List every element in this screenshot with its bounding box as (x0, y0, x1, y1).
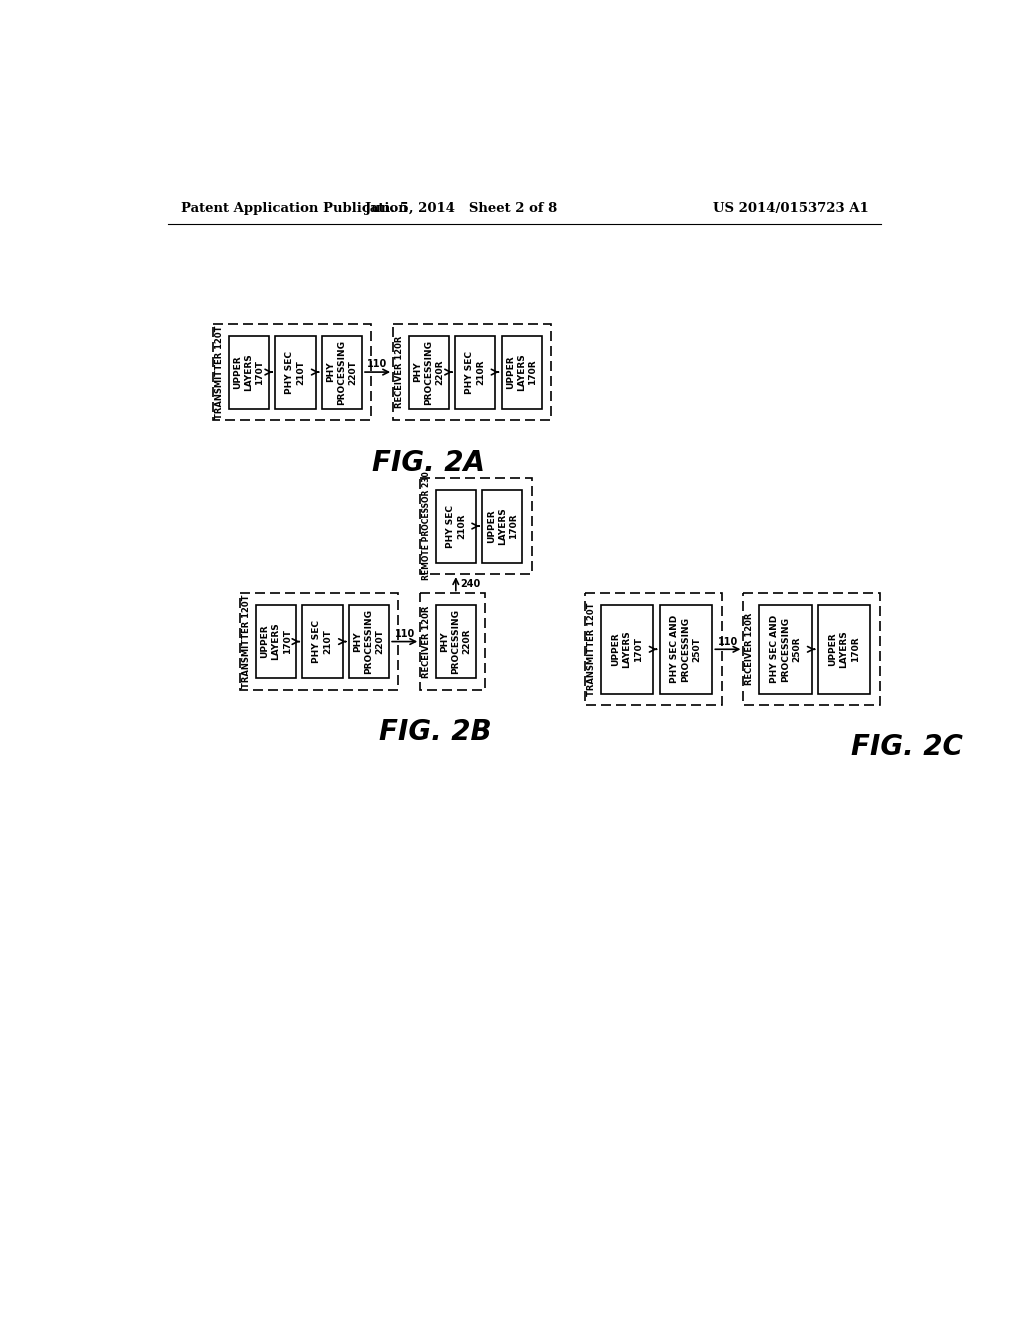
Bar (586, 594, 722, 705)
Text: PHY
PROCESSING
220T: PHY PROCESSING 220T (327, 339, 357, 404)
Text: PHY
PROCESSING
220T: PHY PROCESSING 220T (353, 609, 385, 675)
Text: FIG. 2C: FIG. 2C (851, 734, 963, 762)
Bar (659, 605, 713, 693)
Text: 110: 110 (368, 359, 388, 370)
Bar (256, 605, 296, 678)
Text: RECEIVER 120R: RECEIVER 120R (422, 606, 431, 677)
Text: FIG. 2A: FIG. 2A (372, 449, 485, 477)
Text: PHY SEC AND
PROCESSING
250T: PHY SEC AND PROCESSING 250T (671, 615, 701, 684)
Bar (818, 605, 870, 693)
Bar (349, 605, 389, 678)
Bar (743, 594, 880, 705)
Text: RECEIVER 120R: RECEIVER 120R (394, 335, 403, 408)
Bar (502, 335, 542, 409)
Bar (482, 490, 522, 562)
Bar (275, 335, 315, 409)
Bar (455, 335, 496, 409)
Text: UPPER
LAYERS
170T: UPPER LAYERS 170T (260, 623, 292, 660)
Text: REMOTE PROCESSOR 230: REMOTE PROCESSOR 230 (422, 471, 431, 581)
Text: UPPER
LAYERS
170T: UPPER LAYERS 170T (611, 631, 643, 668)
Text: 240: 240 (461, 579, 480, 589)
Text: PHY SEC
210R: PHY SEC 210R (445, 504, 466, 548)
Text: RECEIVER 120R: RECEIVER 120R (745, 612, 754, 685)
Bar (435, 605, 476, 678)
Text: UPPER
LAYERS
170R: UPPER LAYERS 170R (506, 354, 538, 391)
Text: Jun. 5, 2014   Sheet 2 of 8: Jun. 5, 2014 Sheet 2 of 8 (366, 202, 557, 215)
Bar (228, 335, 269, 409)
Bar (759, 605, 812, 693)
Text: UPPER
LAYERS
170R: UPPER LAYERS 170R (486, 507, 518, 545)
Text: 110: 110 (718, 636, 738, 647)
Text: PHY SEC
210R: PHY SEC 210R (465, 351, 485, 393)
Bar (435, 490, 476, 562)
Text: PHY SEC
210T: PHY SEC 210T (286, 351, 305, 393)
Text: UPPER
LAYERS
170T: UPPER LAYERS 170T (233, 354, 264, 391)
Text: PHY
PROCESSING
220R: PHY PROCESSING 220R (440, 609, 471, 675)
Text: FIG. 2B: FIG. 2B (379, 718, 492, 746)
Text: Patent Application Publication: Patent Application Publication (180, 202, 408, 215)
Text: US 2014/0153723 A1: US 2014/0153723 A1 (713, 202, 869, 215)
Bar (601, 605, 653, 693)
Bar (241, 594, 398, 689)
Text: PHY
PROCESSING
220R: PHY PROCESSING 220R (413, 339, 444, 404)
Bar (420, 478, 531, 574)
Text: TRANSMITTER 120T: TRANSMITTER 120T (215, 325, 224, 418)
Text: 110: 110 (394, 628, 415, 639)
Bar (302, 605, 343, 678)
Bar (213, 323, 372, 420)
Bar (409, 335, 449, 409)
Text: TRANSMITTER 120T: TRANSMITTER 120T (587, 602, 596, 696)
Bar (322, 335, 362, 409)
Bar (393, 323, 551, 420)
Bar (420, 594, 485, 689)
Text: TRANSMITTER 120T: TRANSMITTER 120T (242, 595, 251, 688)
Text: PHY SEC
210T: PHY SEC 210T (312, 620, 333, 663)
Text: UPPER
LAYERS
170R: UPPER LAYERS 170R (828, 631, 860, 668)
Text: PHY SEC AND
PROCESSING
250R: PHY SEC AND PROCESSING 250R (770, 615, 801, 684)
